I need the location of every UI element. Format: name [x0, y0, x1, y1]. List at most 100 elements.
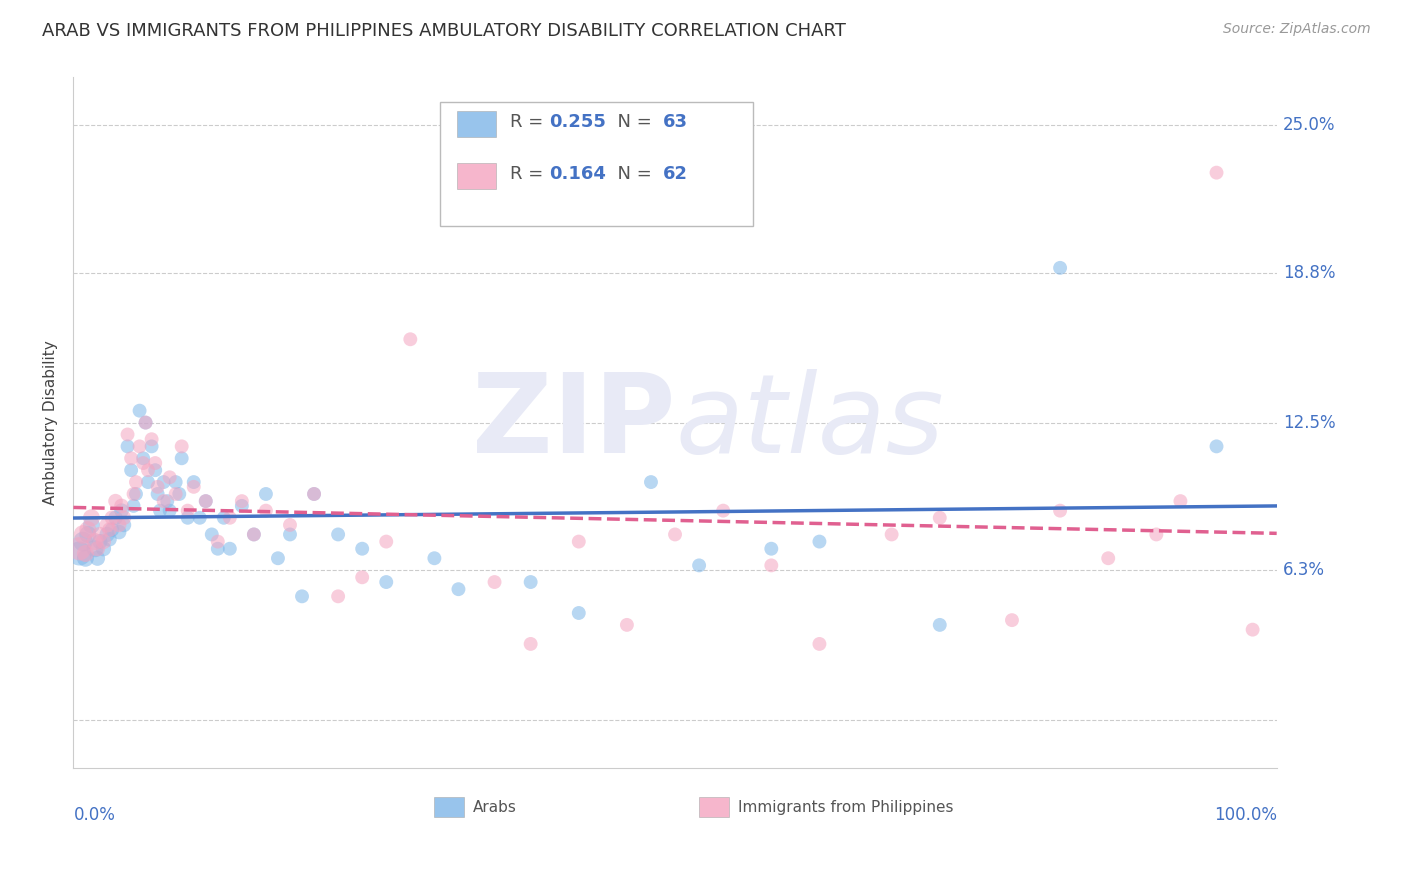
Point [93, 534, 115, 549]
Point [928, 618, 950, 632]
Point [352, 570, 374, 584]
Point [1170, 494, 1192, 508]
Text: 12.5%: 12.5% [1282, 414, 1336, 432]
Text: 63: 63 [664, 113, 688, 131]
Point [302, 487, 325, 501]
Point [243, 527, 266, 541]
Point [880, 527, 903, 541]
Text: Immigrants from Philippines: Immigrants from Philippines [738, 799, 953, 814]
Point [117, 439, 139, 453]
Point [352, 541, 374, 556]
Point [143, 463, 166, 477]
Point [108, 517, 131, 532]
Point [108, 524, 131, 539]
Point [89, 534, 111, 549]
Point [117, 427, 139, 442]
Point [76, 527, 98, 541]
Point [98, 532, 121, 546]
FancyBboxPatch shape [457, 112, 496, 137]
Point [761, 558, 783, 573]
Point [93, 541, 115, 556]
Point [152, 475, 174, 489]
Point [84, 534, 107, 549]
Point [207, 541, 229, 556]
Point [640, 475, 662, 489]
Point [75, 551, 97, 566]
Point [84, 541, 107, 556]
Text: R =: R = [510, 113, 550, 131]
Text: N =: N = [606, 113, 658, 131]
Text: 18.8%: 18.8% [1282, 264, 1336, 282]
Point [1049, 260, 1071, 275]
Point [136, 475, 159, 489]
Point [243, 527, 266, 541]
Point [231, 494, 253, 508]
Point [688, 558, 710, 573]
Text: 62: 62 [664, 165, 688, 183]
Point [76, 523, 98, 537]
Point [159, 503, 181, 517]
Point [326, 527, 349, 541]
Point [267, 551, 290, 566]
Point [96, 527, 118, 541]
Point [67, 546, 90, 560]
Point [165, 487, 187, 501]
Point [201, 527, 224, 541]
Point [110, 499, 132, 513]
Text: ARAB VS IMMIGRANTS FROM PHILIPPINES AMBULATORY DISABILITY CORRELATION CHART: ARAB VS IMMIGRANTS FROM PHILIPPINES AMBU… [42, 22, 846, 40]
Point [194, 494, 217, 508]
Point [761, 541, 783, 556]
Point [101, 510, 124, 524]
FancyBboxPatch shape [699, 797, 730, 817]
Point [207, 534, 229, 549]
Point [112, 510, 135, 524]
Point [72, 534, 94, 549]
Point [711, 503, 734, 517]
Point [98, 523, 121, 537]
Point [568, 606, 591, 620]
Point [183, 475, 205, 489]
Point [149, 503, 172, 517]
Point [125, 487, 148, 501]
FancyBboxPatch shape [440, 102, 754, 226]
Point [101, 523, 124, 537]
Point [616, 618, 638, 632]
Text: 0.164: 0.164 [548, 165, 606, 183]
Point [484, 575, 506, 590]
Text: N =: N = [606, 165, 658, 183]
Point [568, 534, 591, 549]
Point [104, 510, 127, 524]
Point [96, 517, 118, 532]
Point [120, 463, 142, 477]
FancyBboxPatch shape [457, 163, 496, 189]
Point [159, 470, 181, 484]
Text: ZIP: ZIP [471, 369, 675, 476]
Point [125, 475, 148, 489]
Point [132, 451, 155, 466]
Point [165, 475, 187, 489]
Point [136, 463, 159, 477]
Point [104, 494, 127, 508]
Point [664, 527, 686, 541]
Point [1001, 613, 1024, 627]
Text: atlas: atlas [675, 369, 943, 476]
Point [519, 575, 541, 590]
Point [1097, 551, 1119, 566]
Point [447, 582, 470, 597]
Point [928, 510, 950, 524]
Point [170, 451, 193, 466]
Point [135, 416, 157, 430]
Point [1241, 623, 1264, 637]
Point [399, 332, 422, 346]
Point [141, 439, 163, 453]
Point [278, 527, 301, 541]
Point [141, 432, 163, 446]
Point [423, 551, 446, 566]
Point [231, 499, 253, 513]
Point [110, 503, 132, 517]
Point [326, 590, 349, 604]
Point [194, 494, 217, 508]
Point [1205, 439, 1227, 453]
Point [183, 480, 205, 494]
Point [89, 527, 111, 541]
